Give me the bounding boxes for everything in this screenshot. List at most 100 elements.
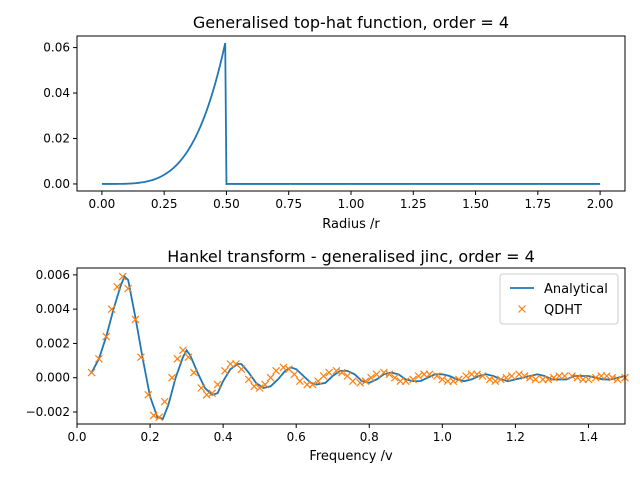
qdht-point bbox=[602, 372, 611, 380]
qdht-point-stroke bbox=[137, 353, 145, 362]
qdht-point-stroke bbox=[568, 372, 576, 380]
qdht-point-stroke bbox=[168, 373, 176, 382]
qdht-point bbox=[515, 370, 523, 379]
qdht-point bbox=[279, 363, 288, 372]
qdht-point-stroke bbox=[573, 373, 582, 382]
legend-qdht-stroke bbox=[518, 305, 526, 313]
qdht-point bbox=[113, 282, 122, 291]
qdht-point bbox=[372, 370, 381, 379]
qdht-point-stroke bbox=[348, 377, 357, 386]
qdht-point-stroke bbox=[319, 372, 328, 380]
qdht-point-stroke bbox=[197, 384, 206, 392]
qdht-point bbox=[560, 372, 569, 380]
qdht-point-stroke bbox=[608, 373, 617, 382]
qdht-point bbox=[197, 384, 206, 392]
qdht-point bbox=[202, 390, 211, 399]
qdht-point-stroke bbox=[438, 375, 447, 384]
qdht-point bbox=[118, 272, 127, 281]
chart-bottom-plot-area bbox=[87, 272, 629, 422]
chart-top-hat: Generalised top-hat function, order = 4 … bbox=[43, 13, 626, 232]
qdht-point-stroke bbox=[250, 382, 259, 391]
qdht-point-stroke bbox=[155, 413, 164, 422]
qdht-point bbox=[385, 370, 394, 379]
qdht-point-stroke bbox=[425, 370, 434, 379]
chart-top-y-tick-label: 0.00 bbox=[43, 177, 70, 191]
qdht-point-stroke bbox=[549, 373, 558, 382]
qdht-point bbox=[337, 368, 346, 377]
qdht-point bbox=[155, 413, 164, 422]
qdht-point-stroke bbox=[189, 368, 198, 377]
qdht-point-stroke bbox=[160, 397, 169, 406]
qdht-point bbox=[568, 372, 576, 380]
qdht-point bbox=[295, 377, 304, 386]
qdht-point-stroke bbox=[179, 346, 187, 355]
qdht-point bbox=[485, 375, 494, 384]
qdht-point-stroke bbox=[414, 372, 423, 380]
chart-top-x-tick-label: 1.00 bbox=[338, 197, 365, 211]
qdht-point bbox=[462, 372, 471, 380]
qdht-point bbox=[221, 366, 229, 375]
qdht-point-stroke bbox=[266, 373, 275, 382]
qdht-point bbox=[491, 377, 500, 386]
qdht-point bbox=[496, 375, 505, 384]
qdht-point bbox=[237, 365, 246, 374]
qdht-point bbox=[473, 370, 481, 379]
qdht-point bbox=[107, 305, 116, 314]
qdht-point bbox=[272, 366, 281, 375]
chart-bottom-ticks: 0.0 0.2 0.4 0.6 0.8 1.0 1.2 1.4 −0.002 0.000 0.002… bbox=[26, 268, 598, 444]
qdht-point-stroke bbox=[237, 365, 246, 374]
chart-top-x-tick-label: 1.75 bbox=[524, 197, 551, 211]
chart-top-x-tick-label: 0.50 bbox=[213, 197, 240, 211]
qdht-point bbox=[266, 373, 275, 382]
qdht-point bbox=[549, 373, 558, 382]
qdht-point bbox=[414, 372, 423, 380]
qdht-point-stroke bbox=[87, 368, 96, 377]
chart-top-x-tick-label: 1.50 bbox=[462, 197, 489, 211]
qdht-point bbox=[379, 368, 388, 377]
qdht-point-stroke bbox=[520, 372, 529, 380]
qdht-point bbox=[244, 375, 253, 384]
qdht-point bbox=[361, 377, 370, 386]
qdht-point bbox=[261, 380, 270, 389]
qdht-point-stroke bbox=[485, 375, 494, 384]
qdht-point-stroke bbox=[343, 372, 352, 380]
qdht-point-stroke bbox=[295, 377, 304, 386]
chart-bottom-y-tick-label: 0.000 bbox=[36, 371, 70, 385]
chart-bottom-x-tick-label: 0.2 bbox=[141, 430, 160, 444]
qdht-point bbox=[319, 372, 328, 380]
chart-bottom-x-tick-label: 0.8 bbox=[360, 430, 379, 444]
qdht-point bbox=[591, 373, 600, 382]
qdht-point bbox=[102, 332, 111, 341]
qdht-point-stroke bbox=[409, 375, 418, 384]
qdht-point-stroke bbox=[584, 375, 593, 384]
qdht-point bbox=[608, 373, 617, 382]
qdht-point bbox=[454, 375, 463, 384]
chart-bottom-x-tick-label: 0.6 bbox=[287, 430, 306, 444]
qdht-point bbox=[502, 373, 511, 382]
chart-top-x-tick-label: 0.75 bbox=[275, 197, 302, 211]
chart-top-plot-area bbox=[101, 42, 601, 185]
qdht-point-stroke bbox=[149, 411, 158, 420]
qdht-point-stroke bbox=[202, 390, 211, 399]
qdht-point-stroke bbox=[478, 372, 487, 380]
qdht-point bbox=[213, 380, 222, 389]
qdht-point bbox=[184, 353, 193, 362]
top-hat-line bbox=[101, 42, 601, 185]
qdht-point bbox=[432, 372, 441, 380]
qdht-point-stroke bbox=[144, 390, 153, 399]
qdht-point bbox=[409, 375, 418, 384]
qdht-point bbox=[478, 372, 487, 380]
chart-bottom-x-tick-label: 1.0 bbox=[433, 430, 452, 444]
legend-qdht-swatch bbox=[518, 305, 526, 313]
qdht-point bbox=[149, 411, 158, 420]
qdht-point-stroke bbox=[531, 375, 540, 384]
qdht-point-stroke bbox=[432, 372, 441, 380]
qdht-point bbox=[308, 380, 317, 389]
qdht-point bbox=[168, 373, 176, 382]
qdht-point-stroke bbox=[284, 365, 293, 374]
chart-top-y-tick-label: 0.02 bbox=[43, 132, 70, 146]
qdht-point-stroke bbox=[261, 380, 270, 389]
qdht-point-stroke bbox=[526, 373, 534, 382]
